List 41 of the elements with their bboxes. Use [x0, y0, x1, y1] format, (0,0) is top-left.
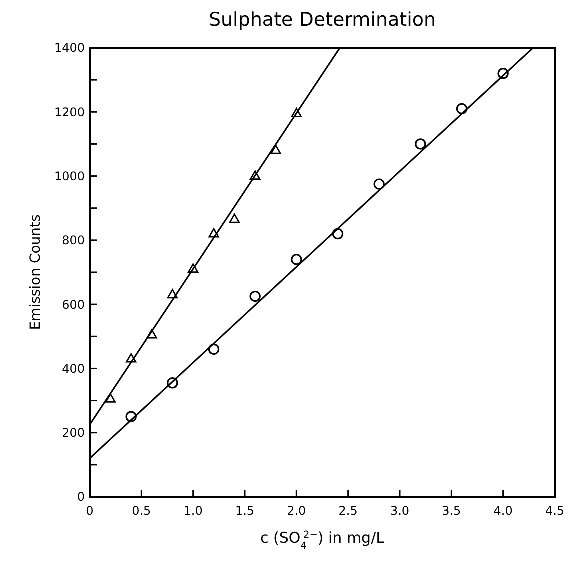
point	[126, 411, 137, 422]
point	[270, 144, 282, 154]
x-tick-label: 1.5	[235, 504, 255, 518]
point	[415, 138, 426, 150]
y-tick-label: 400	[62, 362, 85, 376]
y-tick-label: 200	[62, 426, 85, 440]
point	[126, 353, 137, 363]
point	[146, 329, 158, 339]
x-tick-label: 2.5	[338, 504, 358, 518]
y-axis-title: Emission Counts	[28, 214, 44, 330]
x-tick-label: 3.5	[442, 504, 462, 518]
x-tick-label: 0	[86, 504, 94, 518]
x-tick-label: 1.0	[184, 504, 203, 518]
point	[208, 344, 220, 356]
x-tick-label: 2.0	[287, 504, 306, 518]
point	[167, 289, 178, 299]
point	[208, 228, 220, 238]
point	[250, 290, 261, 302]
point	[250, 170, 261, 180]
point	[456, 103, 468, 115]
y-tick-label: 1000	[54, 169, 85, 184]
x-tick-label: 0.5	[132, 504, 152, 518]
point	[374, 178, 385, 190]
y-tick-label: 1400	[54, 41, 85, 56]
point	[291, 254, 302, 266]
y-tick-label: 0	[77, 490, 85, 504]
y-tick-label: 1200	[54, 105, 85, 120]
y-tick-label: 800	[62, 234, 85, 248]
point	[332, 228, 344, 240]
point	[229, 214, 240, 224]
point	[167, 378, 178, 389]
point	[188, 264, 199, 273]
x-tick-label: 3.0	[390, 504, 410, 518]
point	[498, 68, 509, 80]
point	[105, 393, 116, 403]
point	[291, 108, 302, 118]
x-tick-label: 4.5	[545, 504, 565, 518]
chart-title: Sulphate Determination	[208, 9, 436, 31]
y-tick-label: 600	[62, 298, 85, 312]
x-axis-title: c (SO$_{4}$$^{2−}$) in mg/L	[260, 529, 386, 552]
x-tick-label: 4.0	[494, 504, 513, 518]
